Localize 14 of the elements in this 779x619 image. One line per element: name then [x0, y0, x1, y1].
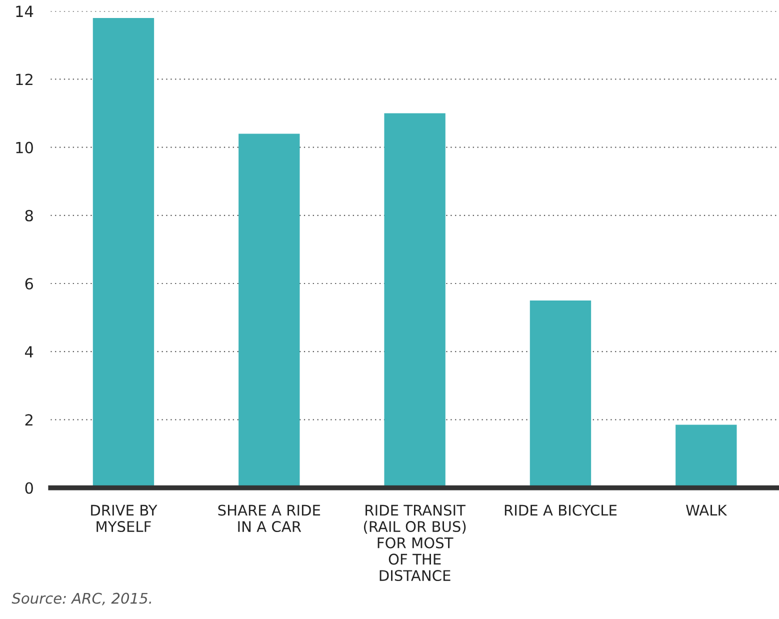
y-tick-label: 10 — [16, 142, 33, 154]
y-tick-label: 4 — [24, 346, 34, 358]
y-tick-label: 0 — [25, 482, 33, 494]
y-tick-label: 6 — [25, 278, 34, 290]
x-tick-label: DRIVE BY MYSELF — [91, 504, 158, 532]
x-tick-label: RIDE TRANSIT (RAIL OR BUS) FOR MOST OF THE DISTANCE — [364, 504, 466, 582]
x-tick-label: RIDE A BICYCLE — [504, 504, 617, 516]
y-tick-label: 12 — [16, 74, 32, 86]
x-tick-label: SHARE A RIDE IN A CAR — [218, 504, 320, 532]
y-tick-label: 2 — [25, 414, 32, 426]
y-tick-label: 8 — [25, 210, 33, 222]
source-note: Source: ARC, 2015. — [12, 592, 152, 606]
x-tick-label: WALK — [686, 504, 728, 516]
y-tick-label: 14 — [16, 6, 34, 17]
